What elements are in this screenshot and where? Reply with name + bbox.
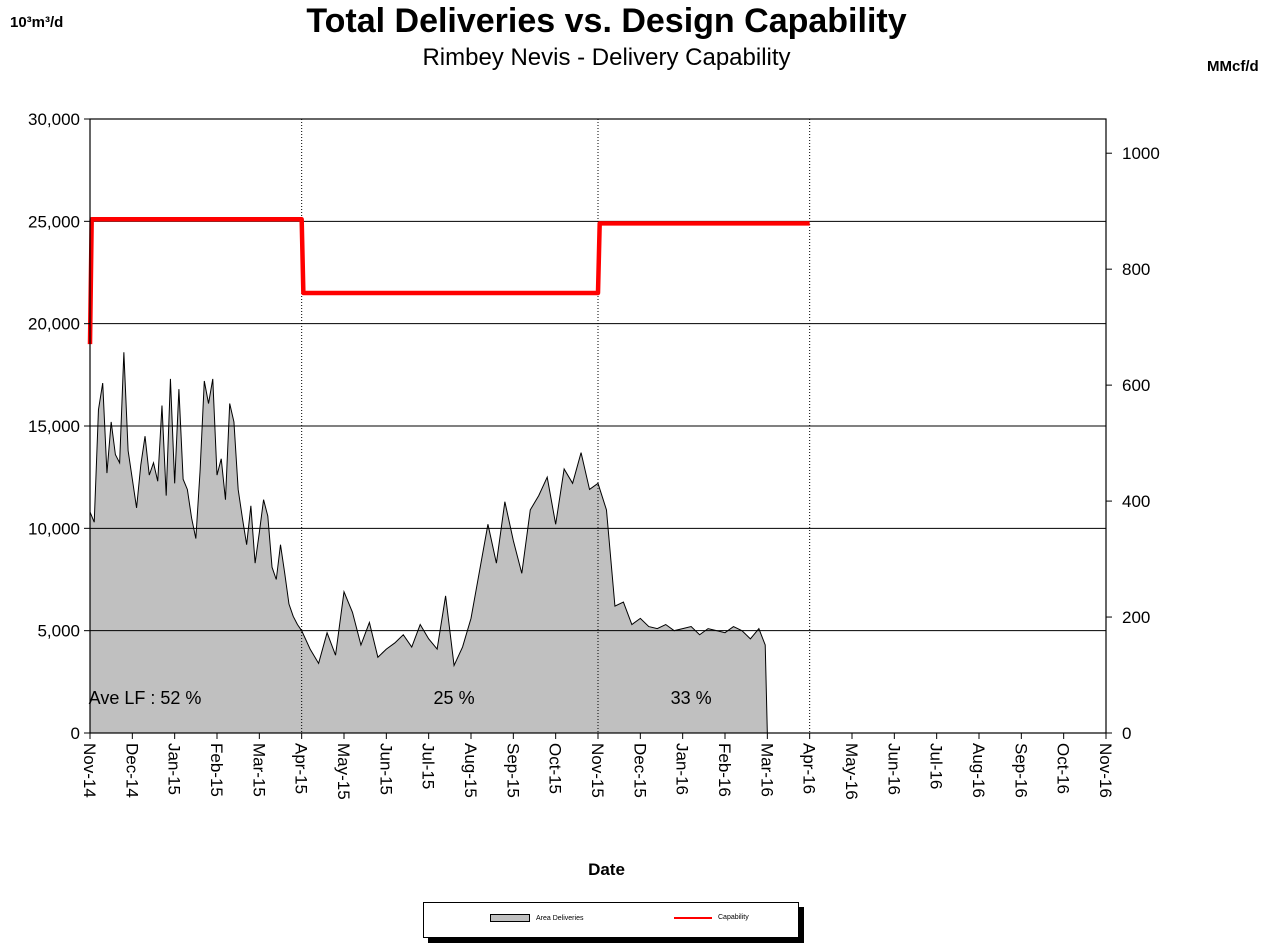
x-tick-label: Nov-16 xyxy=(1096,743,1115,798)
x-tick-label: Apr-15 xyxy=(292,743,311,794)
y-right-tick-label: 800 xyxy=(1122,260,1150,279)
y-left-tick-label: 10,000 xyxy=(28,519,80,538)
legend-item-area-deliveries: Area Deliveries xyxy=(490,914,583,922)
y-right-tick-label: 400 xyxy=(1122,492,1150,511)
y-right-tick-label: 200 xyxy=(1122,608,1150,627)
x-tick-label: Jul-15 xyxy=(419,743,438,789)
y-right-tick-label: 600 xyxy=(1122,376,1150,395)
x-tick-label: Oct-15 xyxy=(546,743,565,794)
area-deliveries-series xyxy=(89,352,768,734)
x-tick-label: Aug-16 xyxy=(969,743,988,798)
x-tick-label: Sep-16 xyxy=(1011,743,1030,798)
x-tick-label: Sep-15 xyxy=(503,743,522,798)
load-factor-annotation: 25 % xyxy=(434,688,475,708)
legend-item-capability: Capability xyxy=(674,914,749,921)
x-tick-label: May-16 xyxy=(842,743,861,800)
x-tick-label: Jan-15 xyxy=(165,743,184,795)
y-left-tick-label: 25,000 xyxy=(28,212,80,231)
capability-series xyxy=(87,217,810,345)
y-left-unit-label: 10³m³/d xyxy=(10,14,64,31)
y-right-tick-label: 0 xyxy=(1122,724,1131,743)
x-tick-label: Feb-16 xyxy=(715,743,734,797)
x-tick-label: Mar-15 xyxy=(249,743,268,797)
chart-title: Total Deliveries vs. Design Capability xyxy=(306,2,907,40)
legend-swatch-area xyxy=(490,914,530,922)
x-axis-label: Date xyxy=(588,860,625,879)
y-left-tick-label: 0 xyxy=(71,724,80,743)
legend-swatch-capability xyxy=(674,916,712,919)
load-factor-annotation: 33 % xyxy=(671,688,712,708)
y-left-tick-label: 30,000 xyxy=(28,110,80,129)
legend-label-capability: Capability xyxy=(718,914,749,921)
x-tick-label: Dec-15 xyxy=(630,743,649,798)
legend-label-area-deliveries: Area Deliveries xyxy=(536,914,584,922)
x-tick-label: Oct-16 xyxy=(1054,743,1073,794)
x-tick-label: Aug-15 xyxy=(461,743,480,798)
y-right-unit-label: MMcf/d xyxy=(1207,58,1259,75)
x-tick-label: Jan-16 xyxy=(673,743,692,795)
x-tick-label: Mar-16 xyxy=(757,743,776,797)
x-tick-label: Nov-14 xyxy=(80,743,99,798)
y-left-tick-label: 5,000 xyxy=(37,622,80,641)
y-left-tick-label: 15,000 xyxy=(28,417,80,436)
x-tick-label: Feb-15 xyxy=(207,743,226,797)
y-left-tick-label: 20,000 xyxy=(28,315,80,334)
x-tick-label: Apr-16 xyxy=(800,743,819,794)
x-tick-label: May-15 xyxy=(334,743,353,800)
x-tick-label: Jun-15 xyxy=(376,743,395,795)
load-factor-annotation: Ave LF : 52 % xyxy=(89,688,202,708)
y-right-tick-label: 1000 xyxy=(1122,144,1160,163)
x-tick-label: Jul-16 xyxy=(927,743,946,789)
x-tick-label: Dec-14 xyxy=(122,743,141,798)
x-tick-label: Nov-15 xyxy=(588,743,607,798)
x-tick-label: Jun-16 xyxy=(884,743,903,795)
legend: Area Deliveries Capability xyxy=(423,902,799,938)
chart-subtitle: Rimbey Nevis - Delivery Capability xyxy=(422,44,791,71)
